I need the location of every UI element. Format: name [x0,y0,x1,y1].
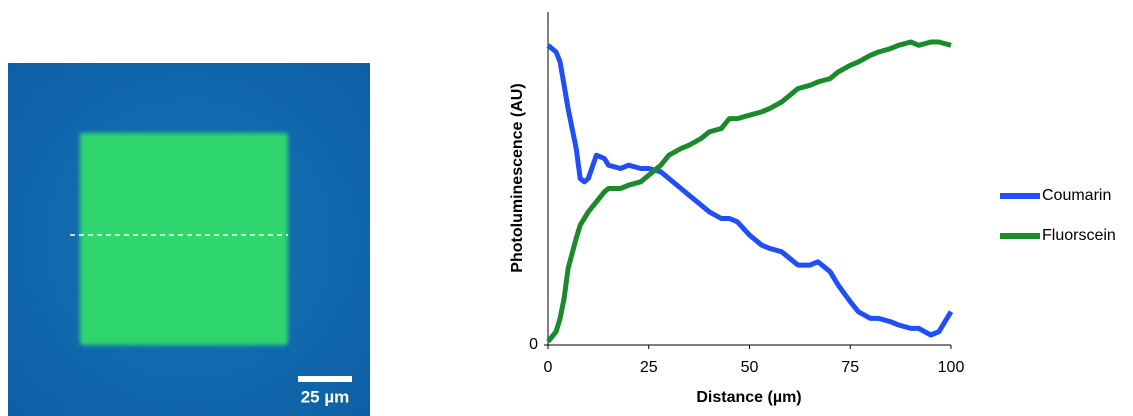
y-axis-label: Photoluminescence (AU) [509,83,526,272]
pattern-square [80,133,288,345]
page: 25 µm Distance (µm) Photoluminescence (A… [0,0,1133,416]
x-tick-label: 0 [544,359,553,376]
x-tick-label: 100 [938,359,965,376]
y-tick-label: 0 [529,336,538,353]
micrograph: 25 µm [8,63,370,416]
x-tick-label: 50 [741,359,759,376]
scale-bar-label: 25 µm [301,387,350,406]
scale-bar [298,376,352,382]
x-tick-label: 75 [841,359,859,376]
series-line [548,42,951,342]
chart: Distance (µm) Photoluminescence (AU) 0 25… [509,12,1116,406]
figure: 25 µm Distance (µm) Photoluminescence (A… [0,0,1133,416]
legend-label: Fluorscein [1042,227,1116,244]
x-axis-label: Distance (µm) [696,389,801,406]
x-tick-label: 25 [640,359,658,376]
legend-label: Coumarin [1042,187,1111,204]
